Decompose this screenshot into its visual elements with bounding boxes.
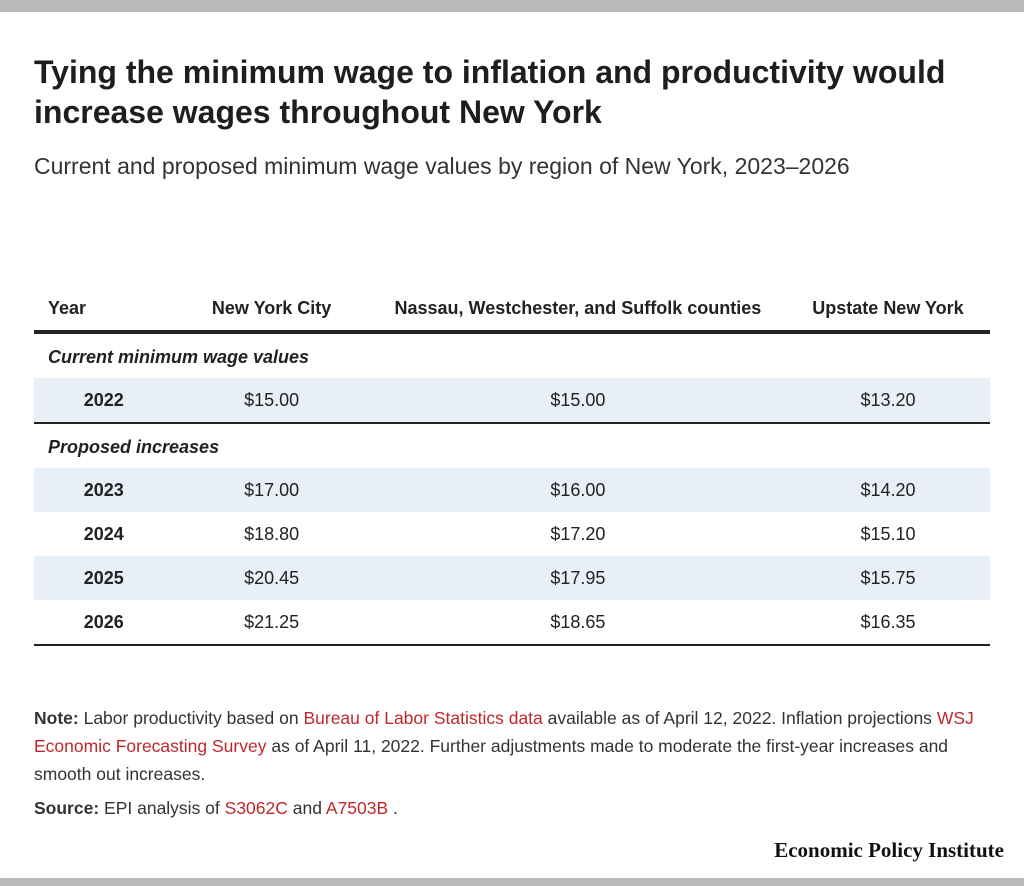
link[interactable]: A7503B — [325, 798, 389, 818]
value-cell: $17.20 — [550, 523, 606, 544]
value-cell: $15.00 — [173, 378, 370, 424]
cell — [786, 332, 990, 378]
data-row: 2022 $15.00 $15.00 $13.20 — [34, 378, 990, 424]
value-cell: $15.00 — [369, 378, 786, 424]
top-bar — [0, 0, 1024, 12]
text: available as of April 12, 2022. Inflatio… — [547, 708, 932, 728]
text: EPI analysis of — [104, 798, 220, 818]
link[interactable]: S3062C — [224, 798, 288, 818]
source: Source: EPI analysis of S3062C and A7503… — [34, 794, 974, 822]
cell — [786, 423, 990, 468]
group-label: Current minimum wage values — [48, 347, 310, 367]
brand: Economic Policy Institute — [774, 838, 1004, 862]
subtitle: Current and proposed minimum wage values… — [34, 153, 850, 179]
note-label: Note: — [34, 708, 79, 728]
year-cell: 2023 — [34, 468, 174, 512]
column-header: New York City — [173, 296, 370, 334]
data-row: 2026 $21.25 $18.65 $16.35 — [34, 600, 990, 646]
value-cell: $14.20 — [785, 468, 990, 512]
link[interactable]: WSJ Economic Forecasting Survey — [34, 708, 974, 756]
link[interactable]: Bureau of Labor Statistics data — [303, 708, 543, 728]
value-cell: $18.65 — [369, 600, 786, 646]
cell — [370, 423, 786, 468]
value-cell: $17.95 — [369, 556, 786, 600]
note: Note: Labor productivity based on Bureau… — [34, 704, 974, 788]
value-cell: $16.35 — [785, 600, 990, 646]
year-cell: 2025 — [34, 556, 174, 600]
data-row: 2025 $20.45 $17.95 $15.75 — [34, 556, 990, 600]
bottom-bar — [0, 878, 1024, 886]
cell — [370, 332, 786, 378]
group-label: Proposed increases — [48, 437, 220, 457]
value-cell: $15.10 — [860, 523, 916, 544]
title: Tying the minimum wage to inflation and … — [34, 54, 946, 130]
wage-table: Year New York City Nassau, Westchester, an… — [34, 296, 990, 646]
text: and — [292, 798, 322, 818]
source-label: Source: — [34, 798, 100, 818]
text: . — [393, 798, 398, 818]
data-row: 2024 $18.80 $17.20 $15.10 — [34, 512, 990, 556]
column-header: Upstate New York — [785, 296, 990, 334]
data-row: 2023 $17.00 $16.00 $14.20 — [34, 468, 990, 512]
year-cell: 2024 — [83, 523, 124, 544]
value-cell: $17.00 — [173, 468, 370, 512]
text: as of April 11, 2022. Further adjustment… — [34, 736, 949, 784]
year-cell: 2022 — [34, 378, 174, 424]
column-header: Nassau, Westchester, and Suffolk countie… — [369, 296, 786, 334]
value-cell: $15.75 — [785, 556, 990, 600]
group-row: Proposed increases — [34, 423, 990, 468]
group-row: Current minimum wage values — [34, 332, 990, 378]
value-cell: $13.20 — [785, 378, 990, 424]
column-header: Year — [34, 296, 174, 334]
value-cell: $20.45 — [173, 556, 370, 600]
value-cell: $18.80 — [244, 523, 300, 544]
value-cell: $21.25 — [173, 600, 370, 646]
value-cell: $16.00 — [369, 468, 786, 512]
year-cell: 2026 — [34, 600, 174, 646]
text: Labor productivity based on — [83, 708, 299, 728]
